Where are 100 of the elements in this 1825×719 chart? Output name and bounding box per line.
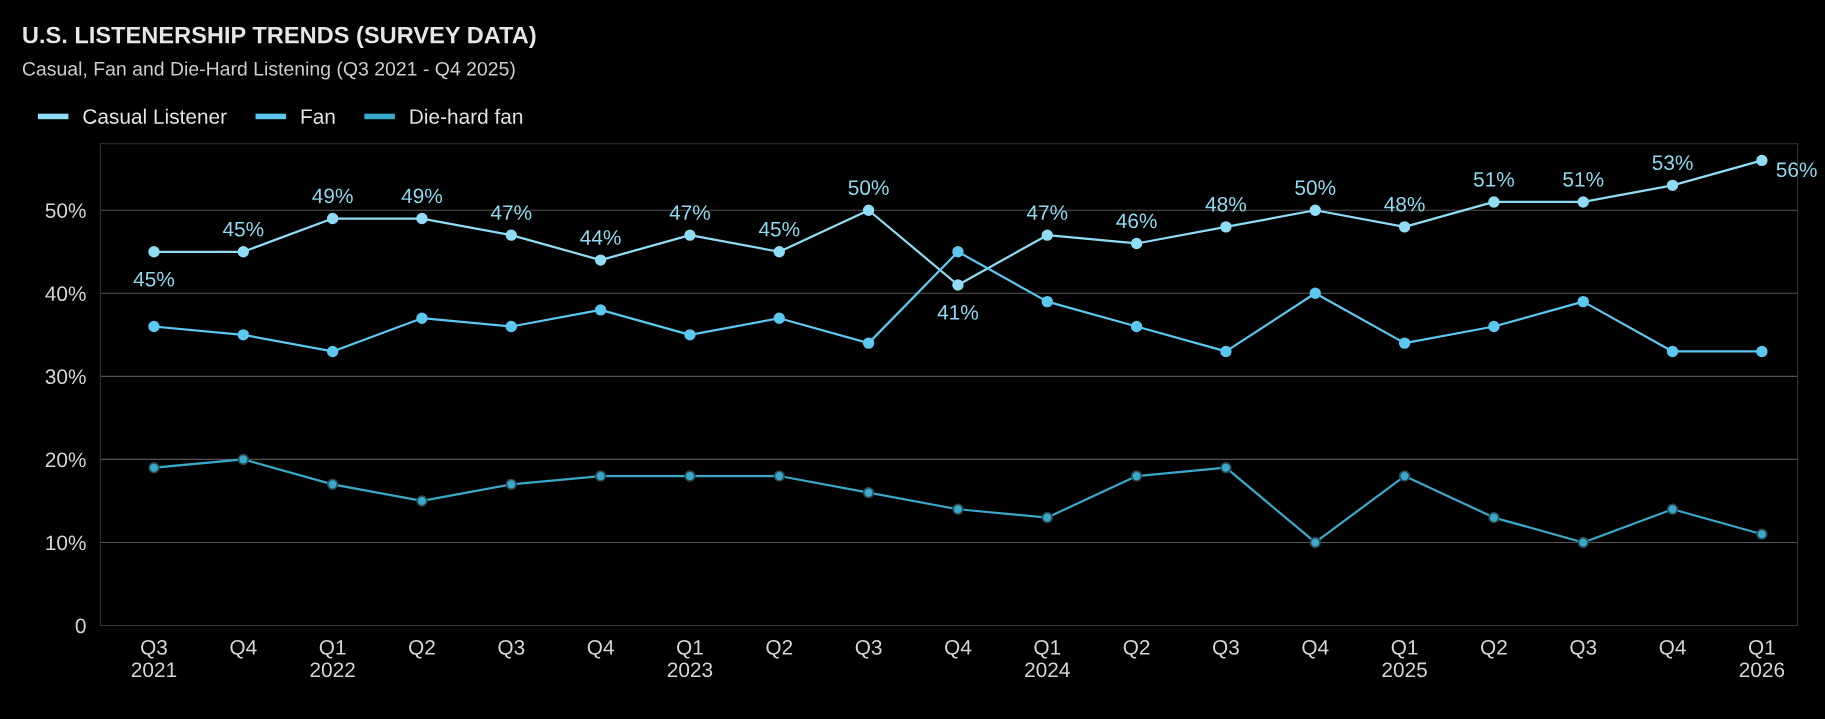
data-label: 48% bbox=[1205, 196, 1247, 212]
point bbox=[773, 470, 785, 482]
point bbox=[416, 212, 428, 225]
point bbox=[952, 503, 964, 515]
data-label: 44% bbox=[580, 230, 621, 245]
point bbox=[952, 279, 964, 291]
point bbox=[1577, 196, 1589, 208]
point bbox=[952, 246, 964, 258]
x-tick-label: Q2 bbox=[409, 639, 435, 659]
point bbox=[237, 329, 249, 341]
point bbox=[1398, 470, 1411, 482]
x-tick-label: Q1 2024 bbox=[1025, 639, 1070, 678]
point bbox=[773, 246, 785, 258]
x-tick-label: Q2 bbox=[1123, 639, 1150, 659]
point bbox=[1756, 154, 1768, 167]
x-tick-label: Q4 bbox=[230, 639, 257, 659]
data-label: 45% bbox=[133, 271, 175, 287]
data-label: 50% bbox=[1295, 180, 1336, 196]
chart-title: U.S. LISTENERSHIP TRENDS (SURVEY DATA) bbox=[23, 26, 536, 49]
point bbox=[1130, 237, 1143, 250]
data-label: 45% bbox=[758, 221, 800, 237]
x-tick-label: Q3 bbox=[498, 639, 525, 659]
point bbox=[505, 478, 517, 491]
legend-label: Fan bbox=[301, 109, 335, 124]
point bbox=[1220, 221, 1232, 233]
point bbox=[1577, 536, 1589, 549]
x-tick-label: Q3 bbox=[1213, 639, 1239, 659]
x-tick-label: Q2 bbox=[766, 639, 793, 659]
point bbox=[1398, 221, 1411, 233]
point bbox=[416, 495, 428, 507]
data-label: 45% bbox=[222, 221, 264, 237]
point bbox=[148, 246, 160, 258]
x-tick-label: Q3 bbox=[855, 639, 882, 659]
data-label: 49% bbox=[401, 188, 443, 204]
point bbox=[1309, 536, 1321, 549]
x-tick-label: Q4 bbox=[587, 639, 614, 659]
data-label: 47% bbox=[669, 205, 711, 220]
data-label: 51% bbox=[1473, 172, 1515, 187]
point bbox=[1220, 462, 1232, 474]
y-tick-label: 50% bbox=[45, 203, 86, 218]
point bbox=[1577, 295, 1589, 308]
x-tick-label: Q4 bbox=[945, 639, 972, 659]
x-tick-label: Q1 2025 bbox=[1382, 639, 1427, 678]
point bbox=[594, 254, 607, 266]
point bbox=[326, 478, 339, 491]
point bbox=[1041, 511, 1053, 524]
y-tick-label: 30% bbox=[45, 369, 86, 385]
point bbox=[416, 312, 428, 324]
chart-subtitle: Casual, Fan and Die-Hard Listening (Q3 2021 - Q4 2025) bbox=[22, 61, 515, 80]
point bbox=[773, 312, 785, 324]
data-label: 49% bbox=[312, 188, 353, 204]
point bbox=[505, 229, 517, 241]
point bbox=[1666, 179, 1679, 192]
point bbox=[1309, 204, 1321, 216]
point bbox=[1488, 196, 1500, 208]
x-tick-label: Q4 bbox=[1302, 639, 1329, 659]
y-tick-label: 10% bbox=[46, 535, 86, 551]
point bbox=[1130, 320, 1143, 333]
point bbox=[1488, 320, 1500, 333]
x-tick-label: Q3 2021 bbox=[131, 639, 177, 678]
point bbox=[1488, 511, 1500, 524]
point bbox=[862, 204, 875, 216]
point bbox=[684, 229, 696, 241]
x-tick-label: Q3 bbox=[1570, 639, 1597, 659]
point bbox=[862, 486, 875, 499]
point bbox=[505, 320, 517, 333]
data-label: 46% bbox=[1116, 213, 1157, 229]
point bbox=[148, 320, 160, 333]
data-label: 47% bbox=[1026, 205, 1068, 220]
point bbox=[1398, 337, 1411, 349]
point bbox=[594, 470, 607, 482]
point bbox=[237, 246, 249, 258]
y-tick-label: 0 bbox=[75, 618, 86, 634]
point bbox=[326, 345, 339, 358]
point bbox=[594, 304, 607, 316]
point bbox=[1130, 470, 1143, 482]
data-label: 56% bbox=[1776, 162, 1817, 178]
data-label: 53% bbox=[1652, 155, 1693, 171]
point bbox=[237, 453, 249, 466]
point bbox=[1666, 503, 1679, 515]
point bbox=[1756, 528, 1768, 540]
x-tick-label: Q1 2026 bbox=[1739, 639, 1785, 678]
point bbox=[1756, 345, 1768, 358]
point bbox=[148, 462, 160, 474]
data-label: 48% bbox=[1384, 196, 1425, 212]
point bbox=[1041, 229, 1053, 241]
point bbox=[1220, 345, 1232, 358]
x-tick-label: Q1 2022 bbox=[310, 639, 355, 678]
data-label: 41% bbox=[937, 305, 979, 320]
data-label: 50% bbox=[848, 180, 889, 196]
data-label: 51% bbox=[1563, 172, 1604, 187]
point bbox=[862, 337, 875, 349]
data-label: 47% bbox=[490, 205, 532, 220]
x-tick-label: Q1 2023 bbox=[667, 639, 713, 678]
point bbox=[684, 329, 696, 341]
legend-label: Die-hard fan bbox=[410, 108, 523, 124]
point bbox=[1309, 287, 1321, 299]
y-tick-label: 20% bbox=[45, 452, 86, 468]
legend-label: Casual Listener bbox=[83, 108, 227, 124]
point bbox=[1666, 345, 1679, 358]
